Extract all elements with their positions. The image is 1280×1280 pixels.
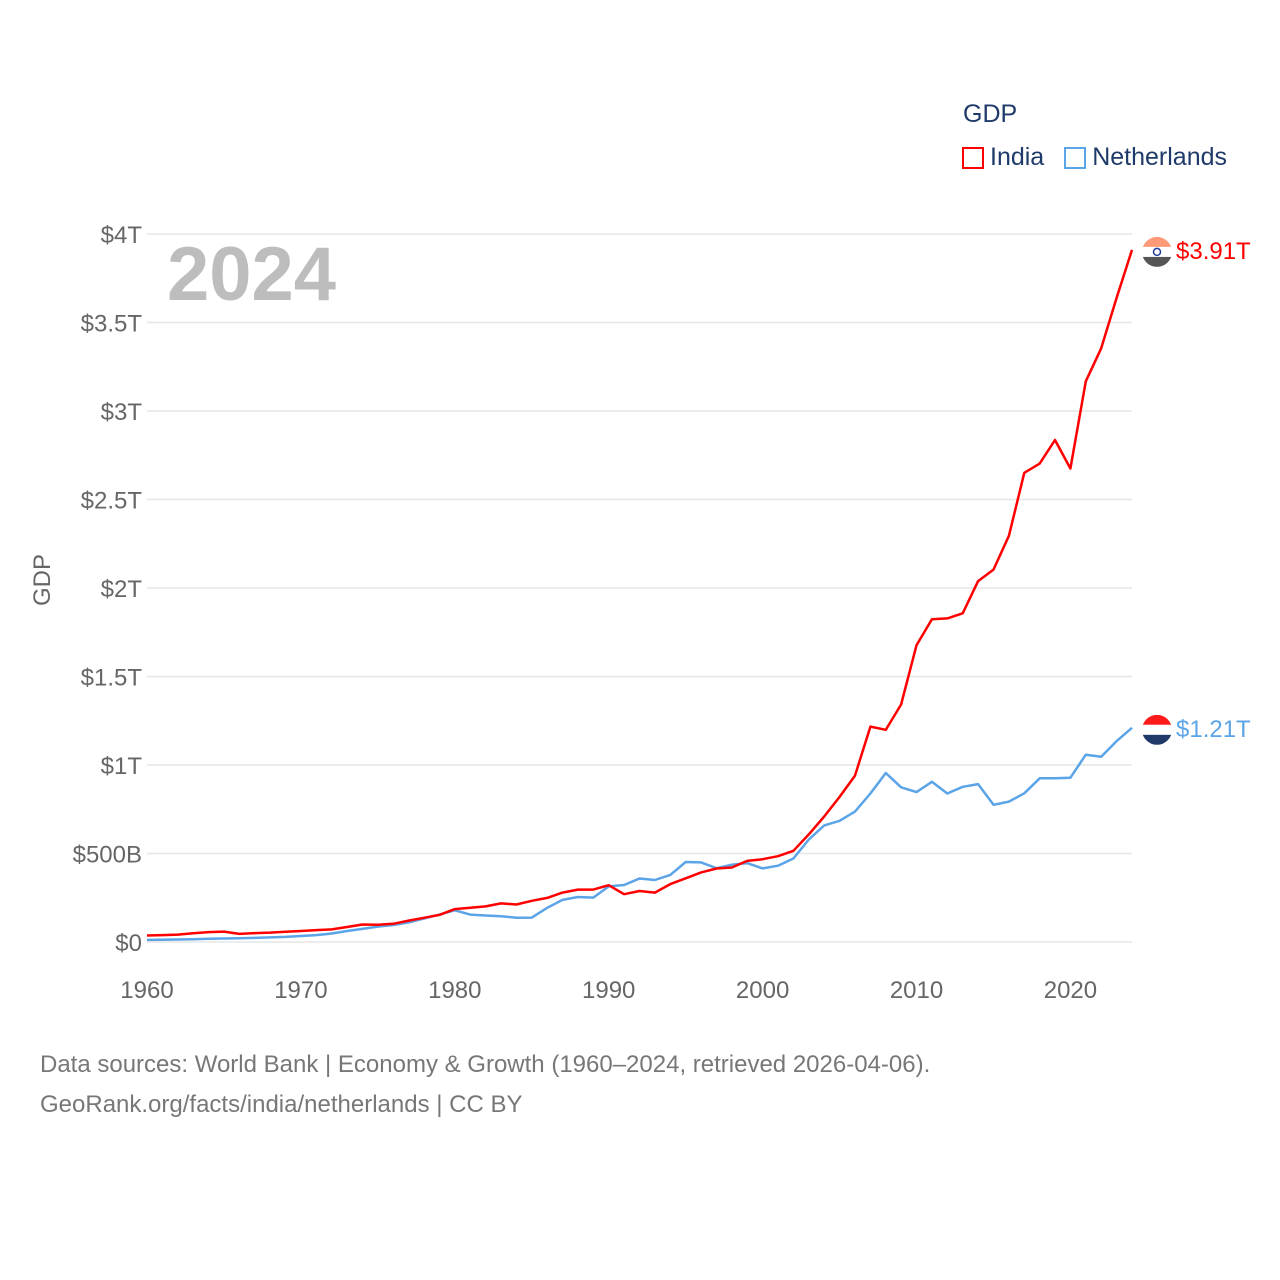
series-line-netherlands	[146, 726, 1133, 942]
y-tick-label: $3.5T	[81, 311, 143, 338]
legend-title: GDP	[963, 100, 1018, 128]
y-tick-label: $1T	[101, 753, 143, 780]
x-tick-label: 1990	[582, 977, 635, 1004]
legend-label-netherlands: Netherlands	[1092, 143, 1228, 171]
india-flag-icon	[1142, 236, 1172, 267]
x-tick-label: 1970	[274, 977, 327, 1004]
y-axis-title: GDP	[29, 554, 56, 606]
data-source-text: Data sources: World Bank | Economy & Gro…	[40, 1051, 931, 1078]
x-tick-label: 2010	[890, 977, 943, 1004]
x-tick-label: 1980	[428, 977, 481, 1004]
legend: India Netherlands	[962, 143, 1247, 172]
y-tick-label: $0	[115, 930, 142, 957]
x-tick-label: 1960	[120, 977, 173, 1004]
y-tick-label: $1.5T	[81, 665, 143, 692]
y-tick-label: $4T	[101, 222, 143, 249]
series-line-india	[146, 249, 1134, 937]
x-tick-label: 2020	[1044, 977, 1097, 1004]
y-tick-label: $3T	[101, 399, 143, 426]
netherlands-flag-icon	[1142, 714, 1172, 745]
footer: Data sources: World Bank | Economy & Gro…	[40, 1045, 930, 1125]
legend-item-netherlands[interactable]: Netherlands	[1064, 143, 1227, 172]
legend-label-india: India	[990, 143, 1045, 171]
y-tick-label: $2.5T	[81, 488, 143, 515]
year-label: 2024	[167, 232, 336, 317]
end-value-label-netherlands: $1.21T	[1176, 716, 1251, 743]
netherlands-swatch	[1064, 146, 1087, 169]
india-swatch	[962, 146, 984, 169]
y-tick-label: $2T	[101, 576, 143, 603]
x-tick-label: 2000	[736, 977, 789, 1004]
legend-item-india[interactable]: India	[962, 143, 1044, 172]
end-value-label-india: $3.91T	[1176, 238, 1251, 265]
source-url-text[interactable]: GeoRank.org/facts/india/netherlands | CC…	[40, 1091, 523, 1118]
y-tick-label: $500B	[73, 842, 142, 869]
